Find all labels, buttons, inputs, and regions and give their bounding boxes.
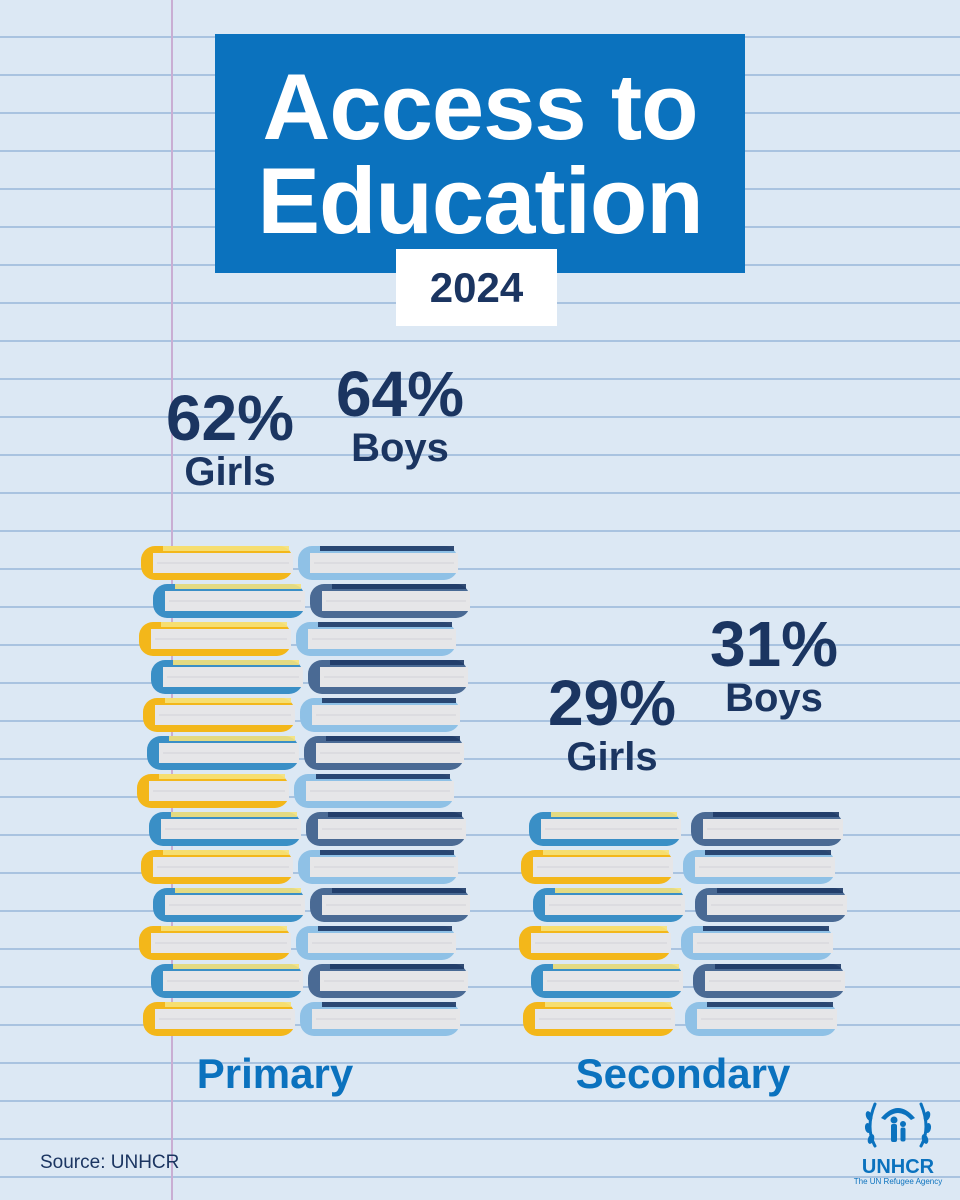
book-primary-girls xyxy=(153,888,305,922)
book-primary-boys xyxy=(310,584,470,618)
book-primary-girls xyxy=(149,812,301,846)
book-primary-boys xyxy=(310,888,470,922)
bar-secondary-boys-stack xyxy=(681,812,847,1036)
book-primary-boys xyxy=(298,850,458,884)
bar-secondary-girls-stack xyxy=(519,812,685,1036)
book-primary-boys xyxy=(296,926,456,960)
secondary-girls-name: Girls xyxy=(566,735,658,779)
book-secondary-girls xyxy=(521,850,673,884)
book-primary-boys xyxy=(294,774,454,808)
title-line-2: Education xyxy=(257,147,703,253)
primary-boys-label: 64% Boys xyxy=(310,358,490,471)
book-primary-girls xyxy=(153,584,305,618)
unhcr-logo: UNHCR The UN Refugee Agency xyxy=(853,1094,943,1186)
book-secondary-boys xyxy=(691,812,843,846)
primary-boys-name: Boys xyxy=(351,426,449,470)
category-label-secondary: Secondary xyxy=(575,1050,791,1097)
secondary-boys-name: Boys xyxy=(725,676,823,720)
book-primary-girls xyxy=(143,698,295,732)
book-primary-girls xyxy=(139,622,291,656)
book-primary-boys xyxy=(306,812,466,846)
book-secondary-boys xyxy=(695,888,847,922)
bar-primary-girls-stack xyxy=(137,546,305,1036)
primary-girls-label: 62% Girls xyxy=(140,382,320,495)
category-label-primary: Primary xyxy=(196,1050,354,1097)
logo-name: UNHCR xyxy=(861,1156,935,1178)
book-primary-girls xyxy=(137,774,289,808)
title-box: Access to Education xyxy=(215,34,745,273)
title-line-1: Access to xyxy=(262,53,698,159)
book-primary-boys xyxy=(304,736,464,770)
book-primary-boys xyxy=(308,660,468,694)
book-secondary-girls xyxy=(519,926,671,960)
book-secondary-boys xyxy=(693,964,845,998)
primary-boys-value: 64% xyxy=(335,358,465,430)
secondary-girls-value: 29% xyxy=(547,667,677,739)
book-secondary-boys xyxy=(681,926,833,960)
book-primary-girls xyxy=(151,660,303,694)
book-primary-boys xyxy=(300,1002,460,1036)
logo-tagline: The UN Refugee Agency xyxy=(853,1177,943,1186)
bar-primary-boys-stack xyxy=(294,546,470,1036)
book-secondary-girls xyxy=(523,1002,675,1036)
book-primary-girls xyxy=(143,1002,295,1036)
book-primary-girls xyxy=(141,546,293,580)
source-note: Source: UNHCR xyxy=(40,1152,180,1173)
book-primary-boys xyxy=(296,622,456,656)
year-label: 2024 xyxy=(429,263,524,311)
book-primary-boys xyxy=(300,698,460,732)
primary-girls-name: Girls xyxy=(184,450,276,494)
book-primary-girls xyxy=(139,926,291,960)
book-secondary-girls xyxy=(533,888,685,922)
secondary-boys-label: 31% Boys xyxy=(684,608,864,721)
book-secondary-boys xyxy=(685,1002,837,1036)
book-primary-girls xyxy=(151,964,303,998)
book-secondary-boys xyxy=(683,850,835,884)
book-primary-boys xyxy=(308,964,468,998)
book-secondary-girls xyxy=(529,812,681,846)
year-box: 2024 xyxy=(396,249,557,326)
primary-girls-value: 62% xyxy=(165,382,295,454)
unhcr-emblem-icon xyxy=(864,1102,932,1148)
secondary-girls-label: 29% Girls xyxy=(522,667,702,780)
book-secondary-girls xyxy=(531,964,683,998)
secondary-boys-value: 31% xyxy=(709,608,839,680)
book-primary-boys xyxy=(298,546,458,580)
book-primary-girls xyxy=(141,850,293,884)
book-primary-girls xyxy=(147,736,299,770)
